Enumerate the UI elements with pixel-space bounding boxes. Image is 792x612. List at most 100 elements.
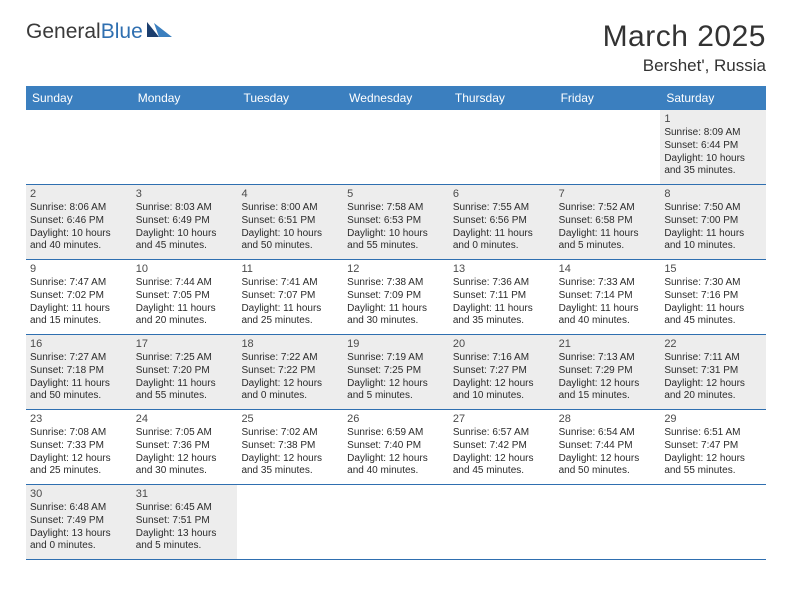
- day-cell: 21Sunrise: 7:13 AMSunset: 7:29 PMDayligh…: [555, 335, 661, 409]
- day-cell: 28Sunrise: 6:54 AMSunset: 7:44 PMDayligh…: [555, 410, 661, 484]
- day-daylight2: and 50 minutes.: [30, 390, 128, 403]
- day-cell: 13Sunrise: 7:36 AMSunset: 7:11 PMDayligh…: [449, 260, 555, 334]
- day-sunrise: Sunrise: 6:48 AM: [30, 502, 128, 515]
- day-number: 9: [30, 262, 128, 276]
- day-sunset: Sunset: 7:29 PM: [559, 365, 657, 378]
- day-sunrise: Sunrise: 7:25 AM: [136, 352, 234, 365]
- day-daylight1: Daylight: 12 hours: [136, 453, 234, 466]
- day-sunset: Sunset: 6:49 PM: [136, 215, 234, 228]
- day-daylight1: Daylight: 12 hours: [347, 378, 445, 391]
- day-sunrise: Sunrise: 7:55 AM: [453, 202, 551, 215]
- day-sunrise: Sunrise: 7:58 AM: [347, 202, 445, 215]
- day-daylight2: and 30 minutes.: [136, 465, 234, 478]
- day-cell: 8Sunrise: 7:50 AMSunset: 7:00 PMDaylight…: [660, 185, 766, 259]
- day-daylight2: and 5 minutes.: [347, 390, 445, 403]
- calendar-page: GeneralBlue March 2025 Bershet', Russia …: [0, 0, 792, 580]
- day-sunrise: Sunrise: 7:16 AM: [453, 352, 551, 365]
- day-daylight1: Daylight: 11 hours: [559, 303, 657, 316]
- day-daylight2: and 15 minutes.: [30, 315, 128, 328]
- day-cell: 14Sunrise: 7:33 AMSunset: 7:14 PMDayligh…: [555, 260, 661, 334]
- day-sunset: Sunset: 7:47 PM: [664, 440, 762, 453]
- day-cell: 18Sunrise: 7:22 AMSunset: 7:22 PMDayligh…: [237, 335, 343, 409]
- day-cell: 9Sunrise: 7:47 AMSunset: 7:02 PMDaylight…: [26, 260, 132, 334]
- day-number: 7: [559, 187, 657, 201]
- day-daylight2: and 5 minutes.: [559, 240, 657, 253]
- day-number: 11: [241, 262, 339, 276]
- day-cell: 15Sunrise: 7:30 AMSunset: 7:16 PMDayligh…: [660, 260, 766, 334]
- day-sunset: Sunset: 7:14 PM: [559, 290, 657, 303]
- weekday-wednesday: Wednesday: [343, 86, 449, 110]
- day-sunrise: Sunrise: 6:59 AM: [347, 427, 445, 440]
- day-daylight2: and 35 minutes.: [241, 465, 339, 478]
- day-daylight1: Daylight: 11 hours: [453, 303, 551, 316]
- day-cell: 6Sunrise: 7:55 AMSunset: 6:56 PMDaylight…: [449, 185, 555, 259]
- day-sunset: Sunset: 7:27 PM: [453, 365, 551, 378]
- day-number: 4: [241, 187, 339, 201]
- day-cell: 30Sunrise: 6:48 AMSunset: 7:49 PMDayligh…: [26, 485, 132, 559]
- day-sunset: Sunset: 7:18 PM: [30, 365, 128, 378]
- weekday-header-row: Sunday Monday Tuesday Wednesday Thursday…: [26, 86, 766, 110]
- day-sunrise: Sunrise: 7:19 AM: [347, 352, 445, 365]
- day-daylight1: Daylight: 12 hours: [347, 453, 445, 466]
- day-cell: 31Sunrise: 6:45 AMSunset: 7:51 PMDayligh…: [132, 485, 238, 559]
- logo-text-blue: Blue: [101, 20, 143, 44]
- day-number: 15: [664, 262, 762, 276]
- day-sunset: Sunset: 7:42 PM: [453, 440, 551, 453]
- day-sunrise: Sunrise: 7:36 AM: [453, 277, 551, 290]
- day-number: 1: [664, 112, 762, 126]
- day-sunset: Sunset: 7:11 PM: [453, 290, 551, 303]
- day-daylight1: Daylight: 12 hours: [453, 453, 551, 466]
- day-daylight1: Daylight: 12 hours: [664, 378, 762, 391]
- day-sunset: Sunset: 7:09 PM: [347, 290, 445, 303]
- day-number: 27: [453, 412, 551, 426]
- day-daylight2: and 10 minutes.: [664, 240, 762, 253]
- day-cell: 26Sunrise: 6:59 AMSunset: 7:40 PMDayligh…: [343, 410, 449, 484]
- day-sunset: Sunset: 7:33 PM: [30, 440, 128, 453]
- day-cell: 12Sunrise: 7:38 AMSunset: 7:09 PMDayligh…: [343, 260, 449, 334]
- day-number: 8: [664, 187, 762, 201]
- day-sunrise: Sunrise: 7:33 AM: [559, 277, 657, 290]
- day-sunset: Sunset: 6:58 PM: [559, 215, 657, 228]
- day-cell: 24Sunrise: 7:05 AMSunset: 7:36 PMDayligh…: [132, 410, 238, 484]
- weekday-saturday: Saturday: [660, 86, 766, 110]
- day-daylight1: Daylight: 12 hours: [559, 378, 657, 391]
- day-number: 30: [30, 487, 128, 501]
- day-daylight2: and 20 minutes.: [136, 315, 234, 328]
- day-daylight2: and 10 minutes.: [453, 390, 551, 403]
- day-daylight1: Daylight: 11 hours: [136, 303, 234, 316]
- day-sunset: Sunset: 7:07 PM: [241, 290, 339, 303]
- day-cell: 22Sunrise: 7:11 AMSunset: 7:31 PMDayligh…: [660, 335, 766, 409]
- week-row: 1Sunrise: 8:09 AMSunset: 6:44 PMDaylight…: [26, 110, 766, 185]
- day-daylight2: and 50 minutes.: [559, 465, 657, 478]
- day-number: 21: [559, 337, 657, 351]
- title-block: March 2025 Bershet', Russia: [603, 20, 766, 76]
- day-daylight2: and 15 minutes.: [559, 390, 657, 403]
- day-number: 14: [559, 262, 657, 276]
- day-cell: 19Sunrise: 7:19 AMSunset: 7:25 PMDayligh…: [343, 335, 449, 409]
- empty-cell: [343, 485, 449, 559]
- day-daylight1: Daylight: 13 hours: [136, 528, 234, 541]
- weekday-friday: Friday: [555, 86, 661, 110]
- day-number: 18: [241, 337, 339, 351]
- day-daylight1: Daylight: 11 hours: [30, 378, 128, 391]
- day-number: 12: [347, 262, 445, 276]
- day-sunrise: Sunrise: 7:30 AM: [664, 277, 762, 290]
- day-sunrise: Sunrise: 7:08 AM: [30, 427, 128, 440]
- day-number: 29: [664, 412, 762, 426]
- day-cell: 1Sunrise: 8:09 AMSunset: 6:44 PMDaylight…: [660, 110, 766, 184]
- day-daylight2: and 55 minutes.: [664, 465, 762, 478]
- day-daylight1: Daylight: 11 hours: [241, 303, 339, 316]
- day-daylight2: and 35 minutes.: [453, 315, 551, 328]
- day-daylight2: and 45 minutes.: [664, 315, 762, 328]
- day-sunrise: Sunrise: 7:27 AM: [30, 352, 128, 365]
- empty-cell: [449, 110, 555, 184]
- day-cell: 23Sunrise: 7:08 AMSunset: 7:33 PMDayligh…: [26, 410, 132, 484]
- day-number: 25: [241, 412, 339, 426]
- day-cell: 29Sunrise: 6:51 AMSunset: 7:47 PMDayligh…: [660, 410, 766, 484]
- day-number: 24: [136, 412, 234, 426]
- day-sunset: Sunset: 6:53 PM: [347, 215, 445, 228]
- day-number: 17: [136, 337, 234, 351]
- day-cell: 20Sunrise: 7:16 AMSunset: 7:27 PMDayligh…: [449, 335, 555, 409]
- day-sunrise: Sunrise: 8:09 AM: [664, 127, 762, 140]
- day-daylight1: Daylight: 12 hours: [559, 453, 657, 466]
